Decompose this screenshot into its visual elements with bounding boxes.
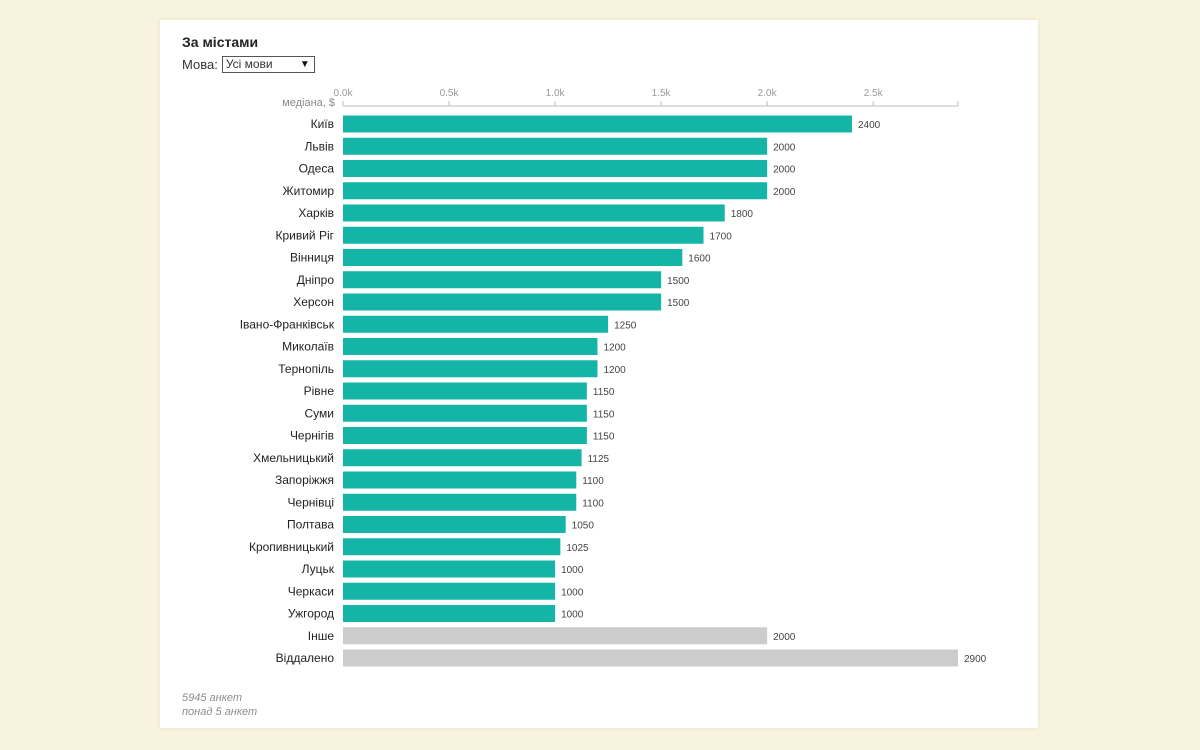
x-tick-label: 0.5k xyxy=(440,88,460,99)
x-tick-label: 1.0k xyxy=(546,88,566,99)
value-label: 1600 xyxy=(688,254,711,265)
category-label: Луцьк xyxy=(302,562,335,576)
bar xyxy=(343,582,556,600)
bar xyxy=(343,226,704,244)
category-label: Полтава xyxy=(287,518,334,532)
bar xyxy=(343,627,768,645)
language-select[interactable]: Усі мови ▼ xyxy=(221,56,315,73)
category-label: Івано-Франківськ xyxy=(240,317,335,331)
bar xyxy=(343,404,587,422)
bar xyxy=(343,182,768,200)
category-label: Чернівці xyxy=(287,495,334,509)
value-label: 1000 xyxy=(561,565,584,576)
bar xyxy=(343,204,725,222)
bar xyxy=(343,605,556,622)
bar xyxy=(343,249,683,266)
bar xyxy=(343,471,577,489)
value-label: 2000 xyxy=(773,165,796,176)
value-label: 2400 xyxy=(858,120,881,131)
category-label: Рівне xyxy=(304,384,335,398)
x-axis-title: медіана, $ xyxy=(282,97,335,109)
bar-chart: 0.0k 0.5k 1.0k 1.5k 2.0k 2.5k медіана, $ Київ 24… xyxy=(240,88,987,667)
category-label: Чернігів xyxy=(290,429,334,443)
bar xyxy=(343,315,609,333)
category-label: Миколаїв xyxy=(282,340,334,354)
footnote-responses: 5945 анкет xyxy=(182,692,243,704)
language-select-value: Усі мови xyxy=(225,57,273,71)
footnote-threshold: понад 5 анкет xyxy=(182,706,258,718)
bar xyxy=(343,449,582,467)
category-label: Вінниця xyxy=(290,251,334,265)
value-label: 1125 xyxy=(588,454,610,465)
x-tick-label: 2.5k xyxy=(864,88,884,99)
value-label: 1050 xyxy=(572,521,595,532)
x-tick-label: 2.0k xyxy=(758,88,778,99)
value-label: 1200 xyxy=(603,343,626,354)
category-label: Дніпро xyxy=(297,273,335,287)
value-label: 2900 xyxy=(964,654,987,665)
bar xyxy=(343,338,598,355)
bar xyxy=(343,538,561,556)
value-label: 1250 xyxy=(614,320,637,331)
value-label: 1150 xyxy=(593,387,615,398)
category-label: Інше xyxy=(308,629,335,643)
value-label: 1100 xyxy=(582,498,604,509)
value-label: 1000 xyxy=(561,587,584,598)
category-label: Харків xyxy=(298,206,334,220)
language-filter-label: Мова: xyxy=(182,57,218,72)
category-label: Запоріжжя xyxy=(275,473,334,487)
bar xyxy=(343,382,587,400)
language-filter: Мова: Усі мови ▼ xyxy=(182,56,315,73)
category-label: Черкаси xyxy=(288,584,334,598)
chart-card: За містами Мова: Усі мови ▼ 0.0k 0.5k 1.0k… xyxy=(160,20,1038,728)
value-label: 2000 xyxy=(773,632,796,643)
bar xyxy=(343,360,598,378)
value-label: 1200 xyxy=(603,365,626,376)
bar xyxy=(343,160,768,177)
category-label: Херсон xyxy=(293,295,334,309)
bar xyxy=(343,271,662,289)
category-label: Віддалено xyxy=(276,651,335,665)
x-tick-label: 0.0k xyxy=(334,88,354,99)
category-label: Хмельницький xyxy=(253,451,334,465)
bar xyxy=(343,493,577,511)
bar xyxy=(343,293,662,311)
value-label: 1000 xyxy=(561,610,584,621)
chart-title: За містами xyxy=(182,34,259,50)
value-label: 1150 xyxy=(593,409,615,420)
value-label: 1800 xyxy=(731,209,754,220)
bar xyxy=(343,649,958,667)
value-label: 2000 xyxy=(773,187,796,198)
category-label: Суми xyxy=(305,406,334,420)
value-label: 1150 xyxy=(593,432,615,443)
bar xyxy=(343,137,768,155)
category-label: Житомир xyxy=(283,184,335,198)
category-label: Львів xyxy=(304,139,334,153)
chevron-down-icon: ▼ xyxy=(299,59,310,70)
category-label: Кривий Ріг xyxy=(275,228,334,242)
value-label: 1500 xyxy=(667,276,690,287)
value-label: 1500 xyxy=(667,298,690,309)
category-label: Київ xyxy=(311,117,334,131)
category-label: Ужгород xyxy=(288,607,334,621)
bar xyxy=(343,427,587,444)
value-label: 1700 xyxy=(710,231,733,242)
bar xyxy=(343,516,566,533)
bar xyxy=(343,115,852,133)
category-label: Кропивницький xyxy=(249,540,334,554)
value-label: 2000 xyxy=(773,142,796,153)
value-label: 1100 xyxy=(582,476,604,487)
value-label: 1025 xyxy=(566,543,589,554)
category-label: Тернопіль xyxy=(278,362,334,376)
category-label: Одеса xyxy=(299,162,335,176)
bar xyxy=(343,560,556,578)
x-tick-label: 1.5k xyxy=(652,88,672,99)
